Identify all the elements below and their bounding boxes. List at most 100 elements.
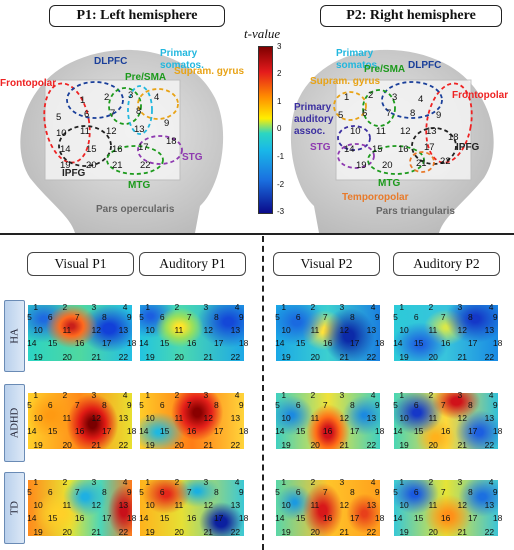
channel-number: 5: [275, 400, 280, 411]
channel-number: 13: [484, 325, 495, 336]
channel-number: 9: [238, 400, 244, 411]
svg-text:22: 22: [140, 160, 151, 171]
channel-number: 13: [230, 500, 241, 511]
channel-number: 4: [488, 301, 494, 312]
channel-number: 16: [74, 513, 85, 524]
channel-number: 10: [33, 500, 43, 511]
colorbar-tick: -2: [277, 180, 285, 189]
channel-number: 15: [413, 338, 424, 349]
channel-number: 10: [145, 500, 155, 511]
channel-number: 19: [399, 351, 409, 362]
svg-text:8: 8: [136, 106, 141, 117]
channel-number: 4: [234, 389, 240, 400]
channel-number: 2: [310, 389, 316, 400]
channel-number: 14: [139, 338, 149, 349]
channel-number: 5: [27, 487, 32, 498]
channel-number: 12: [91, 325, 102, 336]
region-presma: [362, 89, 396, 127]
channel-number: 10: [281, 325, 291, 336]
channel-number: 17: [213, 338, 224, 349]
channel-number: 18: [492, 338, 503, 349]
channel-number: 7: [440, 487, 446, 498]
channel-number: 22: [366, 439, 377, 450]
channel-number: 15: [159, 338, 170, 349]
channel-number: 15: [159, 513, 170, 524]
activation-map: [394, 393, 498, 449]
channel-number: 19: [145, 351, 155, 362]
channel-number: 2: [174, 301, 180, 312]
channel-number: 5: [393, 400, 398, 411]
svg-text:15: 15: [86, 144, 97, 155]
channel-number: 16: [440, 338, 451, 349]
channel-number: 16: [322, 338, 333, 349]
channel-number: 7: [186, 400, 192, 411]
channel-number: 19: [145, 439, 155, 450]
svg-text:21: 21: [112, 160, 123, 171]
channel-number: 14: [27, 338, 37, 349]
channel-number: 2: [62, 301, 68, 312]
channel-number: 12: [203, 325, 214, 336]
activation-map: [28, 305, 132, 361]
channel-number: 17: [349, 426, 360, 437]
channel-number: 7: [74, 312, 80, 323]
svg-text:12: 12: [400, 126, 411, 137]
channel-number: 21: [203, 439, 214, 450]
channel-number: 22: [366, 351, 377, 362]
region-mtg: [106, 145, 164, 175]
channel-number: 1: [399, 301, 405, 312]
channel-number: 7: [322, 312, 328, 323]
row-label-ha: HA: [4, 300, 25, 372]
label-somatos-1: Primary: [336, 48, 374, 59]
label-mtg: MTG: [128, 180, 150, 191]
channel-number: 5: [27, 312, 32, 323]
channel-number: 20: [62, 351, 72, 362]
channel-number: 9: [492, 400, 498, 411]
label-somatos-2: somatos.: [160, 60, 204, 71]
channel-number: 21: [339, 439, 350, 450]
activation-map: [276, 393, 380, 449]
channel-number: 8: [349, 312, 355, 323]
channel-number: 21: [91, 526, 102, 537]
svg-text:19: 19: [356, 160, 367, 171]
label-supram: Supram. gyrus: [174, 66, 244, 77]
channel-number: 13: [366, 413, 377, 424]
channel-number: 14: [393, 426, 403, 437]
channel-number: 11: [62, 325, 72, 336]
activation-map: [28, 480, 132, 536]
channel-number: 16: [186, 338, 197, 349]
channel-number: 11: [174, 413, 184, 424]
channel-number: 8: [213, 312, 219, 323]
channel-number: 9: [492, 312, 498, 323]
channel-number: 11: [428, 500, 438, 511]
svg-text:9: 9: [436, 110, 441, 121]
panel-title-left: P1: Left hemisphere: [49, 5, 225, 27]
colorbar-tick: 1: [277, 97, 282, 106]
channel-number: 4: [234, 476, 240, 487]
svg-text:8: 8: [410, 108, 415, 119]
channel-number: 18: [374, 513, 385, 524]
label-ipfg: IPFG: [456, 142, 480, 153]
channel-number: 1: [145, 301, 151, 312]
channel-number: 14: [139, 426, 149, 437]
channel-number: 17: [467, 426, 478, 437]
channel-number: 5: [27, 400, 32, 411]
channel-number: 22: [230, 439, 241, 450]
channel-number: 9: [238, 312, 244, 323]
region-presma: [108, 87, 142, 125]
channel-number: 13: [366, 325, 377, 336]
channel-number: 18: [238, 338, 249, 349]
activation-map: [276, 480, 380, 536]
channel-number: 4: [234, 301, 240, 312]
channel-number: 1: [145, 389, 151, 400]
channel-number: 21: [457, 439, 468, 450]
colorbar-tick: 2: [277, 69, 282, 78]
channel-number: 16: [186, 513, 197, 524]
channel-number: 2: [428, 389, 434, 400]
channel-number: 22: [230, 526, 241, 537]
channel-number: 11: [62, 413, 72, 424]
svg-text:14: 14: [60, 144, 71, 155]
channel-number: 19: [281, 351, 291, 362]
channel-number: 4: [122, 301, 128, 312]
channel-number: 5: [139, 400, 144, 411]
channel-number: 16: [186, 426, 197, 437]
